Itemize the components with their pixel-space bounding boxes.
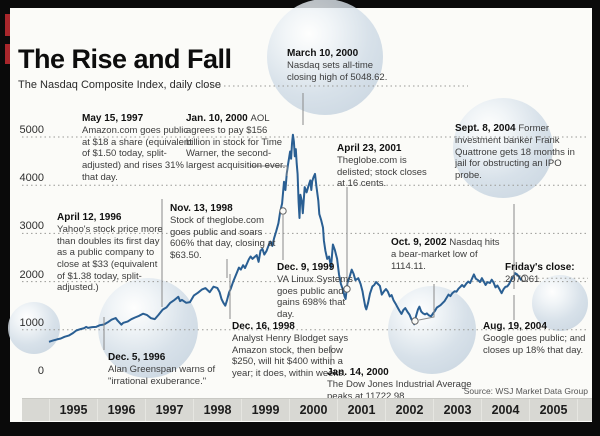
annotation-text: Google goes public; and closes up 18% th…: [483, 333, 586, 356]
year-label-2001: 2001: [337, 399, 385, 421]
y-tick-label: 1000: [19, 316, 44, 329]
annotation-aug-19-2004: Aug. 19, 2004 Google goes public; and clo…: [483, 321, 595, 356]
annotation-date: Nov. 13, 1998: [170, 203, 233, 214]
year-label-1996: 1996: [97, 399, 145, 421]
year-band-lead: [22, 399, 49, 421]
annotation-may-15-1997: May 15, 1997 Amazon.com goes public at $1…: [82, 113, 194, 183]
annotation-date: Sept. 8, 2004: [455, 123, 519, 134]
year-label-2005: 2005: [529, 399, 577, 421]
annotation-fridays-close: Friday's close: 2070.61: [505, 262, 590, 286]
year-label-1998: 1998: [193, 399, 241, 421]
annotation-jan-14-2000: Jan. 14, 2000 The Dow Jones Industrial Av…: [327, 367, 479, 402]
year-label-2002: 2002: [385, 399, 433, 421]
annotation-text: The Dow Jones Industrial Average peaks a…: [327, 379, 472, 402]
annotation-date: April 23, 2001: [337, 143, 402, 154]
annotation-mar-10-2000: March 10, 2000 Nasdaq sets all-time closi…: [287, 48, 389, 83]
annotation-dec-5-1996: Dec. 5, 1996 Alan Greenspan warns of "irr…: [108, 352, 230, 387]
chart-subtitle: The Nasdaq Composite Index, daily close: [18, 79, 221, 91]
annotation-date: Friday's close:: [505, 262, 575, 273]
annotation-text: Analyst Henry Blodget says Amazon stock,…: [232, 333, 349, 379]
marker-dec-9-1999: [279, 207, 287, 215]
year-label-1995: 1995: [49, 399, 97, 421]
annotation-apr-23-2001: April 23, 2001 Theglobe.com is delisted; …: [337, 143, 435, 190]
annotation-date: Oct. 9, 2002: [391, 237, 450, 248]
y-tick-label: 2000: [19, 268, 44, 281]
annotation-text: 2070.61: [505, 274, 540, 286]
bubble-icon: [453, 98, 553, 198]
year-label-2000: 2000: [289, 399, 337, 421]
annotation-text: Alan Greenspan warns of "irrational exub…: [108, 364, 216, 387]
annotation-sept-8-2004: Sept. 8, 2004 Former investment banker F…: [455, 123, 587, 182]
annotation-date: Aug. 19, 2004: [483, 321, 547, 332]
chart-header: The Rise and Fall The Nasdaq Composite I…: [18, 44, 232, 91]
leader-line-jan-10-2000: [250, 165, 288, 176]
annotation-apr-12-1996: April 12, 1996 Yahoo's stock price more t…: [57, 212, 165, 294]
annotation-date: Jan. 14, 2000: [327, 367, 389, 378]
red-edge-mark: [5, 44, 10, 64]
annotation-dec-9-1999: Dec. 9, 1999 VA Linux Systems goes public…: [277, 262, 361, 321]
annotation-date: May 15, 1997: [82, 113, 144, 124]
annotation-text: VA Linux Systems goes public and gains 6…: [277, 274, 353, 320]
y-tick-label: 0: [37, 365, 44, 377]
annotation-date: Dec. 9, 1999: [277, 262, 335, 273]
annotation-date: April 12, 1996: [57, 212, 122, 223]
annotation-date: March 10, 2000: [287, 48, 359, 59]
annotation-text: AOL agrees to pay $156 billion in stock …: [186, 113, 286, 171]
red-edge-mark: [5, 14, 10, 36]
x-axis-year-band: 1995 1996 1997 1998 1999 2000 2001 2002 2003 2004…: [22, 398, 592, 421]
annotation-nov-13-1998: Nov. 13, 1998 Stock of theglobe.com goes …: [170, 203, 282, 262]
marker-apr-23-2001: [343, 285, 351, 293]
annotation-text: Nasdaq sets all-time closing high of 504…: [287, 60, 388, 83]
bubble-icon: [8, 302, 60, 354]
annotation-jan-10-2000: Jan. 10, 2000 AOL agrees to pay $156 bil…: [186, 113, 286, 172]
bubble-icon: [267, 0, 383, 115]
fridays-close-marker: [521, 274, 529, 282]
page-title: The Rise and Fall: [18, 44, 232, 74]
annotation-text: Yahoo's stock price more than doubles it…: [57, 224, 163, 294]
year-label-1997: 1997: [145, 399, 193, 421]
bubble-icon: [98, 278, 198, 378]
source-credit: Source: WSJ Market Data Group: [463, 386, 588, 396]
y-tick-label: 5000: [19, 124, 44, 136]
y-tick-label: 4000: [19, 172, 44, 185]
y-tick-label: 3000: [19, 220, 44, 233]
leader-line-oct-9-2002: [418, 284, 435, 321]
nasdaq-series-line: [48, 133, 524, 343]
year-label-1999: 1999: [241, 399, 289, 421]
annotation-text: Amazon.com goes public at $18 a share (e…: [82, 125, 192, 183]
annotation-text: Stock of theglobe.com goes public and so…: [170, 215, 276, 261]
annotation-text: Nasdaq hits a bear-market low of 1114.11…: [391, 237, 500, 272]
year-band-tail: [577, 399, 592, 421]
annotation-dec-16-1998: Dec. 16, 1998 Analyst Henry Blodget says …: [232, 321, 356, 380]
year-label-2003: 2003: [433, 399, 481, 421]
annotation-date: Jan. 10, 2000: [186, 113, 251, 124]
annotation-text: Former investment banker Frank Quattrone…: [455, 123, 575, 181]
marker-oct-9-2002: [411, 317, 419, 325]
annotation-text: Theglobe.com is delisted; stock closes a…: [337, 155, 427, 190]
annotation-date: Dec. 16, 1998: [232, 321, 295, 332]
annotation-oct-9-2002: Oct. 9, 2002 Nasdaq hits a bear-market l…: [391, 237, 505, 272]
year-label-2004: 2004: [481, 399, 529, 421]
bubble-icon: [532, 275, 588, 331]
annotation-date: Dec. 5, 1996: [108, 352, 166, 363]
